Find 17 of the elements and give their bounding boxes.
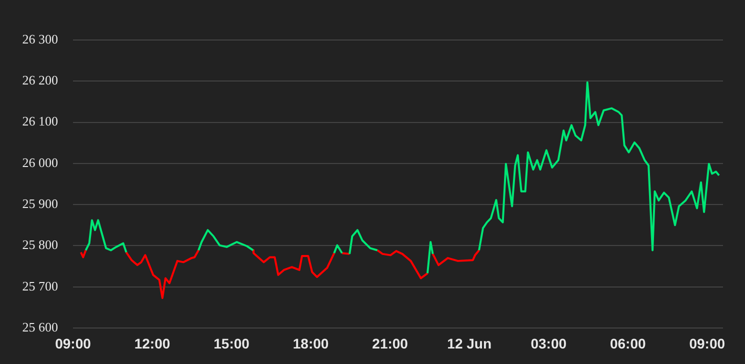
y-tick-label: 26 000: [22, 154, 58, 170]
x-tick-label: 12:00: [134, 335, 170, 352]
x-tick-label: 18:00: [292, 335, 329, 352]
x-tick-label: 15:00: [214, 335, 250, 352]
y-tick-label: 26 100: [22, 114, 58, 129]
x-tick-label: 09:00: [689, 335, 726, 352]
x-tick-label: 03:00: [530, 335, 567, 352]
x-tick-label: 21:00: [372, 335, 408, 352]
y-tick-label: 25 900: [22, 196, 58, 211]
x-tick-label: 09:00: [55, 335, 92, 352]
y-tick-label: 26 200: [22, 72, 58, 88]
y-tick-label: 25 800: [22, 237, 58, 252]
y-tick-label: 25 600: [22, 319, 58, 334]
x-tick-label: 12 Jun: [447, 335, 492, 352]
x-tick-label: 06:00: [610, 335, 646, 352]
y-tick-label: 26 300: [22, 31, 58, 46]
y-tick-label: 25 700: [22, 278, 58, 294]
